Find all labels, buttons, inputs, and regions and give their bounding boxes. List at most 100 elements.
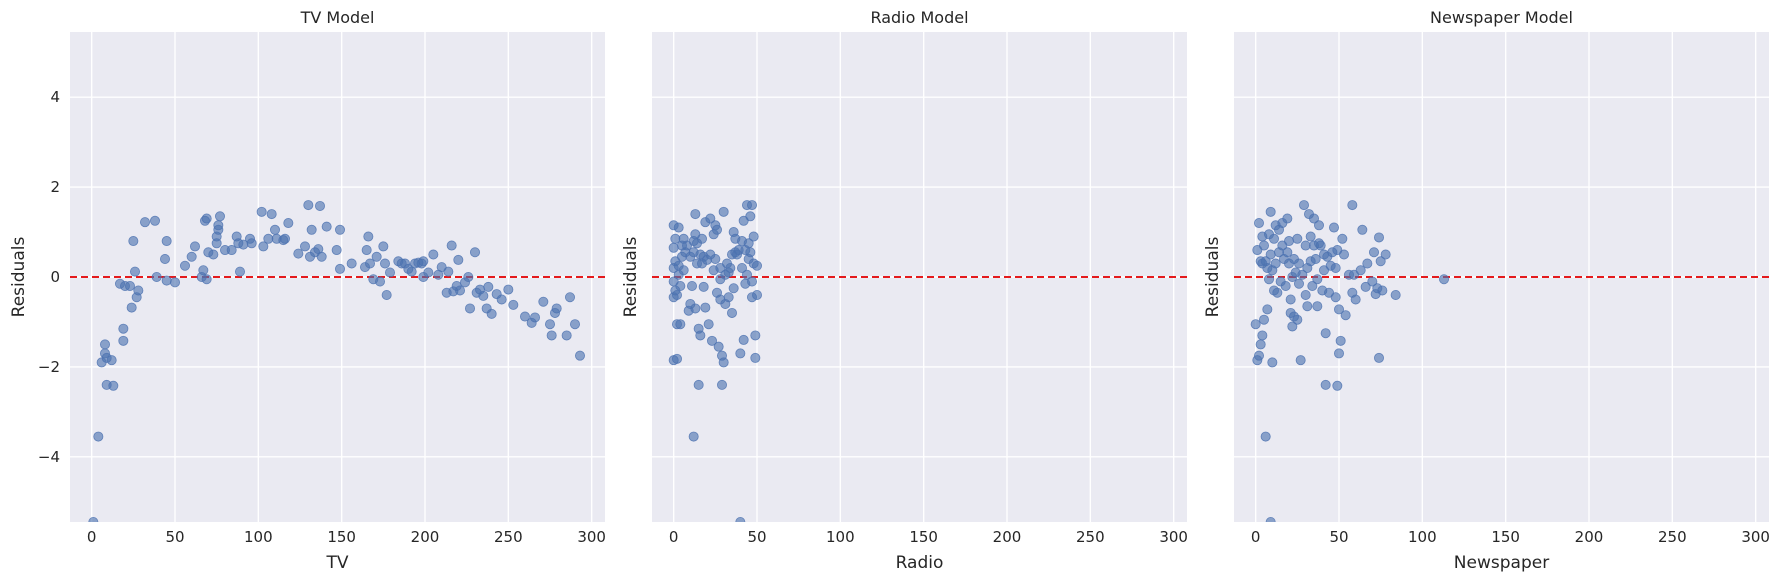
x-tick-label: 50 — [165, 528, 184, 546]
data-point — [1262, 304, 1273, 315]
x-tick-label: 200 — [411, 528, 440, 546]
data-point — [1282, 247, 1293, 258]
x-tick-label: 250 — [494, 528, 523, 546]
data-point — [1334, 348, 1345, 359]
data-point — [745, 247, 756, 258]
data-point — [735, 348, 746, 359]
data-point — [1337, 233, 1348, 244]
data-point — [1272, 287, 1283, 298]
data-point — [712, 224, 723, 235]
data-point — [1295, 355, 1306, 366]
data-point — [299, 241, 310, 252]
data-point — [263, 233, 274, 244]
data-point — [750, 352, 761, 363]
chart-panel-1: 0 50 100 150 200 250 300 −4 −2 0 2 4 TV Model TV Resid… — [9, 8, 606, 573]
data-point — [306, 224, 317, 235]
data-point — [703, 319, 714, 330]
data-point — [283, 218, 294, 229]
data-point — [1330, 263, 1341, 274]
data-point — [546, 330, 557, 341]
data-point — [561, 330, 572, 341]
x-tick-label: 50 — [1329, 528, 1348, 546]
data-point — [713, 341, 724, 352]
data-point — [551, 303, 562, 314]
data-point — [443, 266, 454, 277]
data-point — [226, 245, 237, 256]
data-point — [179, 260, 190, 271]
data-point — [1259, 314, 1270, 325]
data-point — [747, 276, 758, 287]
data-point — [1309, 213, 1320, 224]
chart-panel-2: 0 50 100 150 200 250 300 Radio Model Radio Residu… — [621, 8, 1188, 573]
data-point — [695, 330, 706, 341]
data-point — [1329, 222, 1340, 233]
data-point — [710, 254, 721, 265]
data-point — [201, 274, 212, 285]
data-point — [1292, 314, 1303, 325]
y-tick-label: 4 — [50, 88, 60, 106]
data-point — [1254, 350, 1265, 361]
data-point — [363, 231, 374, 242]
scatter-points — [668, 200, 763, 522]
data-point — [1300, 240, 1311, 251]
data-point — [256, 206, 267, 217]
chart-panel-3: 0 50 100 150 200 250 300 Newspaper Model Newspap… — [1203, 8, 1770, 573]
y-tick-label: −2 — [38, 358, 60, 376]
x-tick-label: 150 — [909, 528, 938, 546]
data-point — [88, 517, 99, 522]
data-point — [688, 431, 699, 442]
data-point — [334, 224, 345, 235]
data-point — [1250, 319, 1261, 330]
data-point — [718, 206, 729, 217]
x-tick-label: 100 — [826, 528, 855, 546]
data-point — [752, 260, 763, 271]
data-point — [707, 335, 718, 346]
data-point — [1380, 249, 1391, 260]
data-point — [1254, 218, 1265, 229]
data-point — [151, 271, 162, 282]
data-point — [668, 242, 679, 253]
data-point — [508, 299, 519, 310]
data-point — [520, 311, 531, 322]
data-point — [374, 276, 385, 287]
x-tick-label: 200 — [993, 528, 1022, 546]
x-tick-label: 150 — [1491, 528, 1520, 546]
data-point — [214, 211, 225, 222]
data-point — [698, 281, 709, 292]
x-axis-label: TV — [325, 553, 348, 573]
data-point — [139, 217, 150, 228]
data-point — [1315, 240, 1326, 251]
data-point — [728, 283, 739, 294]
data-point — [1357, 224, 1368, 235]
data-point — [428, 249, 439, 260]
data-point — [1267, 357, 1278, 368]
data-point — [379, 258, 390, 269]
data-point — [246, 238, 257, 249]
data-point — [747, 200, 758, 211]
y-axis-label: Residuals — [1203, 237, 1223, 318]
data-point — [1374, 352, 1385, 363]
data-point — [469, 247, 480, 258]
data-point — [705, 213, 716, 224]
data-point — [745, 211, 756, 222]
data-point — [1312, 301, 1323, 312]
data-point — [575, 350, 586, 361]
data-point — [234, 266, 245, 277]
data-point — [161, 236, 172, 247]
data-point — [314, 200, 325, 211]
data-point — [118, 323, 129, 334]
data-point — [1257, 330, 1268, 341]
data-point — [303, 200, 314, 211]
chart-title: Radio Model — [870, 8, 968, 27]
data-point — [453, 254, 464, 265]
data-point — [1265, 517, 1276, 522]
data-point — [1314, 220, 1325, 231]
data-point — [1439, 274, 1450, 285]
scatter-points — [88, 200, 586, 522]
data-point — [727, 307, 738, 318]
data-point — [423, 267, 434, 278]
data-point — [384, 267, 395, 278]
data-point — [454, 285, 465, 296]
data-point — [1285, 294, 1296, 305]
